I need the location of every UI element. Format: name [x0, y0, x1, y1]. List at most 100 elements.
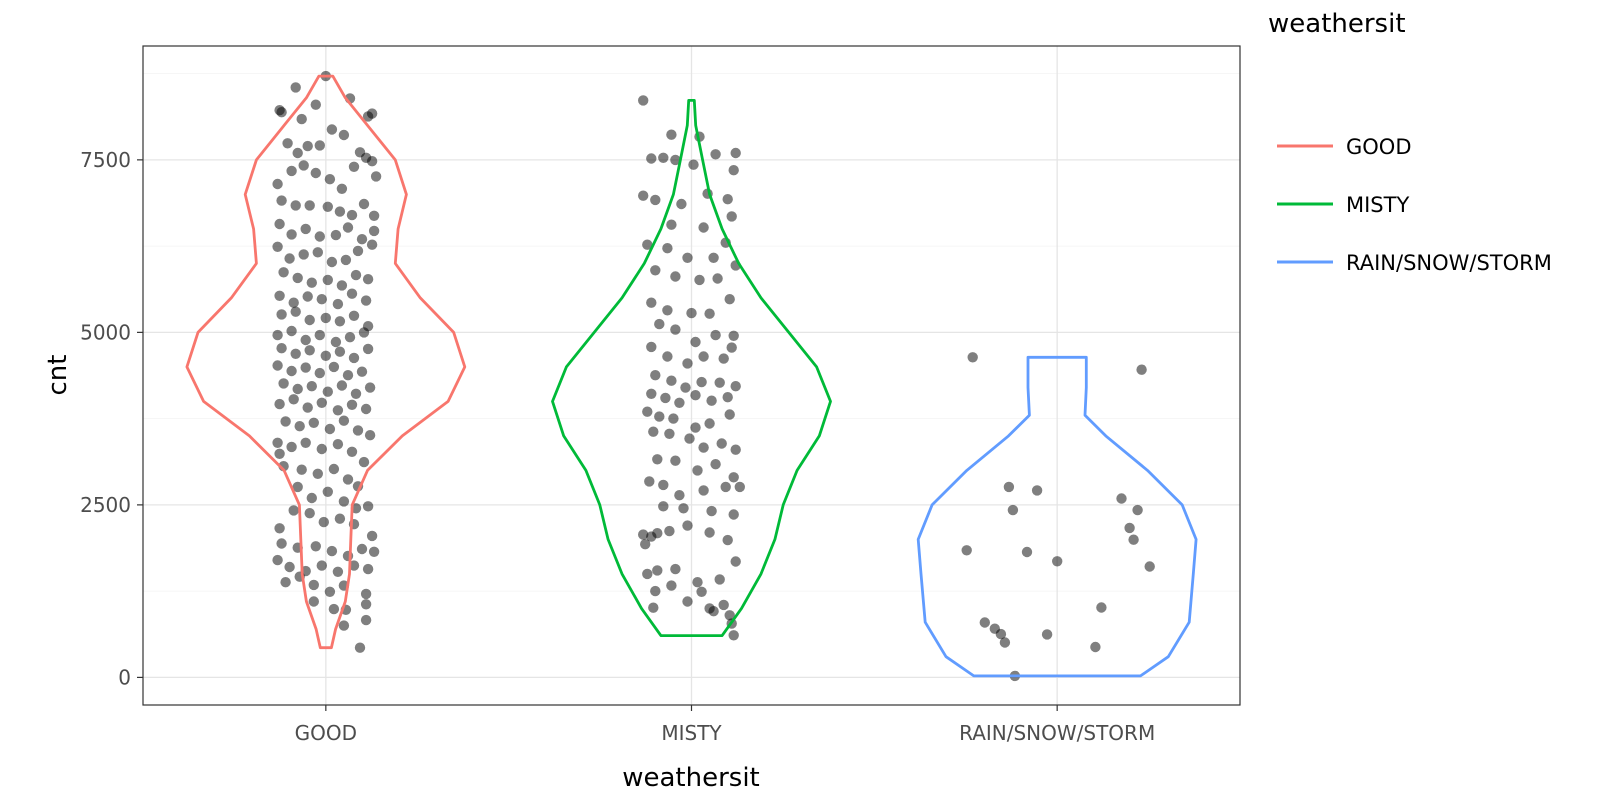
- data-point: [724, 294, 735, 305]
- data-point: [306, 381, 317, 392]
- legend-title: weathersit: [1268, 9, 1406, 39]
- data-point: [276, 309, 287, 320]
- data-point: [664, 428, 675, 439]
- data-point: [666, 129, 677, 140]
- data-point: [348, 352, 360, 364]
- data-point: [278, 378, 289, 389]
- data-point: [690, 336, 701, 348]
- data-point: [961, 545, 972, 556]
- data-point: [334, 513, 346, 524]
- data-point: [650, 194, 661, 206]
- data-point: [324, 174, 336, 185]
- data-point: [342, 370, 354, 381]
- data-point: [322, 201, 333, 212]
- data-point: [660, 392, 671, 404]
- data-point: [652, 528, 663, 539]
- data-point: [276, 107, 287, 118]
- y-tick-label: 7500: [80, 148, 131, 172]
- data-point: [358, 456, 370, 468]
- data-point: [358, 327, 370, 338]
- data-point: [298, 160, 309, 171]
- data-point: [276, 538, 287, 549]
- data-point: [648, 602, 659, 613]
- data-point: [1031, 485, 1043, 496]
- data-point: [314, 367, 325, 379]
- data-point: [642, 406, 653, 417]
- data-point: [274, 448, 285, 459]
- y-tick-label: 0: [118, 665, 131, 689]
- jitter-points: [272, 70, 1155, 682]
- data-point: [698, 222, 709, 233]
- data-point: [314, 140, 325, 151]
- data-point: [272, 360, 283, 371]
- data-point: [654, 411, 665, 422]
- data-point: [290, 306, 301, 317]
- data-point: [300, 362, 311, 373]
- data-point: [718, 353, 729, 364]
- data-point: [722, 392, 733, 403]
- data-point: [654, 318, 665, 330]
- data-point: [292, 481, 303, 493]
- data-point: [314, 231, 325, 242]
- data-point: [698, 485, 709, 496]
- data-point: [674, 397, 685, 408]
- data-point: [688, 159, 699, 170]
- data-point: [336, 380, 348, 391]
- data-point: [999, 637, 1011, 648]
- data-point: [682, 252, 693, 263]
- data-point: [338, 129, 350, 141]
- data-point: [332, 405, 344, 416]
- data-point: [708, 252, 719, 263]
- data-point: [650, 265, 661, 276]
- data-point: [1124, 522, 1135, 534]
- data-point: [708, 606, 719, 617]
- data-point: [1128, 534, 1139, 545]
- data-point: [274, 523, 285, 534]
- data-point: [334, 206, 346, 217]
- data-point: [979, 617, 990, 628]
- data-point: [276, 343, 287, 354]
- data-point: [692, 465, 703, 476]
- data-point: [684, 433, 695, 444]
- data-point: [320, 350, 331, 361]
- data-point: [696, 376, 707, 388]
- data-point: [360, 614, 372, 626]
- data-point: [1052, 556, 1063, 567]
- data-point: [724, 409, 735, 420]
- data-point: [1090, 641, 1101, 653]
- data-point: [658, 479, 669, 491]
- data-point: [648, 426, 659, 437]
- data-point: [706, 395, 717, 406]
- data-point: [712, 273, 723, 284]
- legend: weathersit GOOD MISTY RAIN/SNOW/STORM: [1268, 9, 1552, 275]
- data-point: [320, 312, 331, 324]
- data-point: [276, 195, 287, 206]
- data-point: [336, 183, 348, 194]
- data-point: [362, 274, 374, 285]
- data-point: [334, 346, 346, 357]
- data-point: [340, 254, 352, 266]
- data-point: [360, 295, 372, 306]
- data-point: [680, 382, 691, 393]
- data-point: [728, 330, 739, 341]
- data-point: [272, 437, 283, 448]
- data-point: [640, 539, 651, 550]
- data-point: [300, 334, 311, 346]
- data-point: [302, 291, 313, 302]
- data-point: [350, 269, 362, 281]
- data-point: [304, 508, 315, 519]
- data-point: [318, 516, 329, 528]
- data-point: [300, 223, 311, 235]
- data-point: [354, 642, 366, 653]
- data-point: [292, 147, 303, 159]
- legend-label: MISTY: [1346, 193, 1409, 217]
- data-point: [696, 586, 707, 597]
- data-point: [364, 382, 376, 393]
- x-tick-label: RAIN/SNOW/STORM: [959, 721, 1155, 745]
- data-point: [302, 140, 313, 152]
- data-point: [670, 455, 681, 466]
- data-point: [316, 397, 327, 408]
- data-point: [734, 481, 745, 493]
- data-point: [728, 472, 739, 483]
